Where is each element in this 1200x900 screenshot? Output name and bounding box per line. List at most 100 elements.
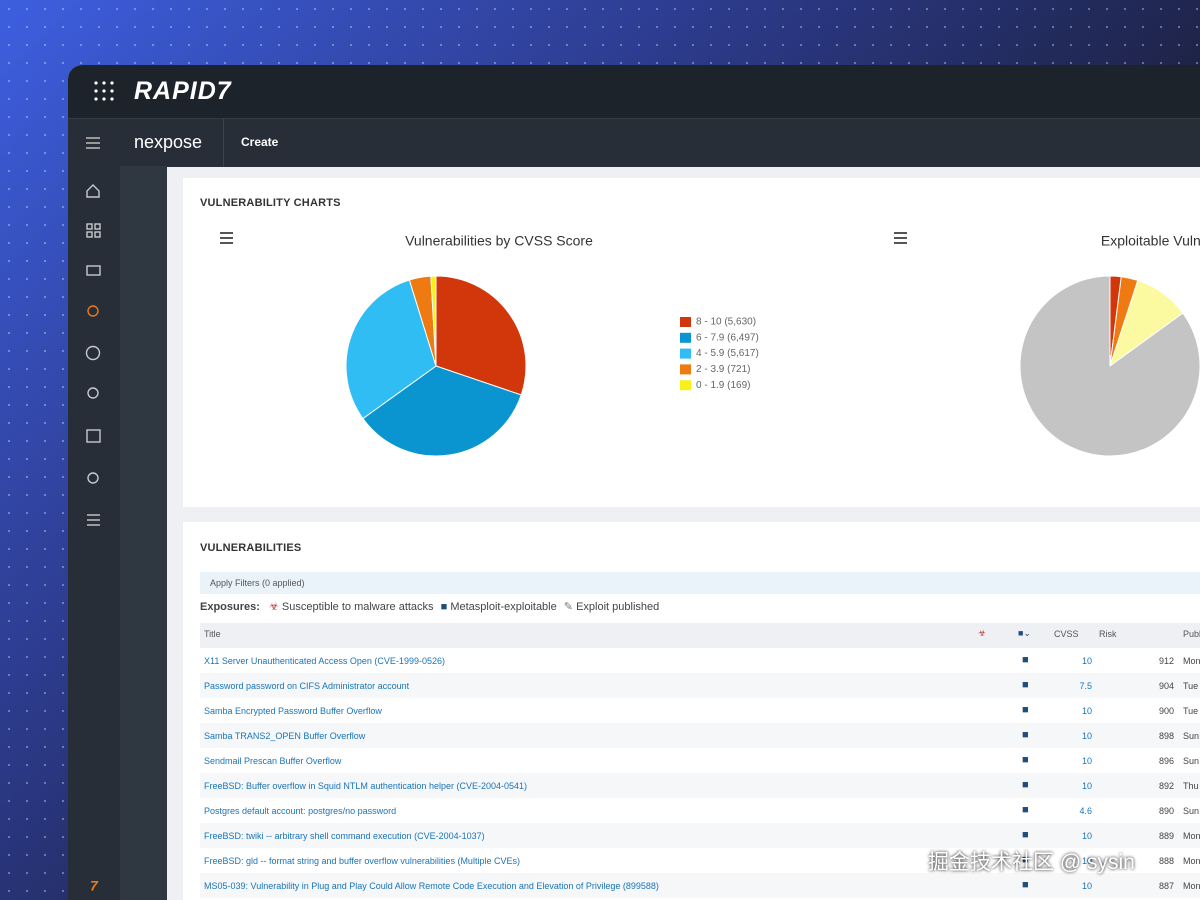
vulnerabilities-icon[interactable] xyxy=(87,305,99,317)
panel-title: VULNERABILITIES xyxy=(200,542,302,554)
column-header[interactable]: Publi xyxy=(1183,629,1200,639)
metasploit-icon: ■ xyxy=(1022,804,1029,816)
legend-swatch xyxy=(680,380,691,391)
vulnerabilities-panel: VULNERABILITIES Apply Filters (0 applied… xyxy=(183,522,1200,900)
chart-menu[interactable] xyxy=(220,232,233,244)
metasploit-icon: ■ xyxy=(1022,679,1029,691)
cvss-score: 4.6 xyxy=(1079,806,1092,816)
top-bar: RAPID7 xyxy=(68,65,1200,118)
dashboard-icon[interactable] xyxy=(86,223,101,238)
legend-swatch xyxy=(680,317,691,327)
column-header[interactable]: CVSS xyxy=(1054,629,1079,639)
metasploit-icon: ■ xyxy=(1022,654,1029,666)
table-row: Samba TRANS2_OPEN Buffer Overflow ■ 10 898 S… xyxy=(200,723,1200,748)
published-date: Mon xyxy=(1183,656,1200,666)
cvss-score: 10 xyxy=(1081,881,1092,891)
pie-slice xyxy=(435,275,527,396)
vulnerability-link[interactable]: Password password on CIFS Administrator … xyxy=(204,681,410,691)
pie-slice xyxy=(345,279,437,420)
sidebar-icons: 7 xyxy=(85,184,101,894)
filter-text[interactable]: Apply Filters (0 applied) xyxy=(210,578,305,588)
published-date: Mon xyxy=(1183,881,1200,891)
policies-icon[interactable] xyxy=(85,345,101,361)
table-row: FreeBSD: gld -- format string and buffer… xyxy=(200,848,1200,873)
brand-logo[interactable]: RAPID7 xyxy=(134,77,232,105)
certificates-icon[interactable] xyxy=(87,387,99,399)
exposure-item: Susceptible to malware attacks xyxy=(281,601,434,613)
vulnerability-link[interactable]: Postgres default account: postgres/no pa… xyxy=(204,806,397,816)
legend-label: 6 - 7.9 (6,497) xyxy=(696,332,759,343)
product-name: nexpose xyxy=(134,132,203,152)
legend-label: 0 - 1.9 (169) xyxy=(696,380,750,391)
metasploit-icon: ■ xyxy=(1022,854,1029,866)
published-date: Sun xyxy=(1183,731,1200,741)
vulnerability-link[interactable]: Samba TRANS2_OPEN Buffer Overflow xyxy=(204,731,366,741)
chart-menu[interactable] xyxy=(894,232,907,244)
risk-score: 892 xyxy=(1158,781,1174,791)
column-header[interactable]: Risk xyxy=(1099,629,1117,639)
footer-logo: 7 xyxy=(90,878,99,894)
risk-score: 904 xyxy=(1158,681,1174,691)
filter-bar[interactable]: Apply Filters (0 applied) xyxy=(200,572,1200,594)
malware-column-icon[interactable]: ☣ xyxy=(978,628,987,638)
published-date: Tue xyxy=(1183,706,1199,716)
cvss-score: 10 xyxy=(1081,781,1092,791)
side-gutter xyxy=(120,166,167,900)
table-header: Title ☣ ■⌄ CVSS Risk Publi xyxy=(200,623,1200,648)
table-row: Password password on CIFS Administrator … xyxy=(200,673,1200,698)
cvss-score: 10 xyxy=(1081,656,1092,666)
menu-icon[interactable] xyxy=(86,137,100,149)
exposures-label: Exposures: xyxy=(200,601,260,613)
reports-icon[interactable] xyxy=(86,429,101,443)
risk-score: 889 xyxy=(1158,831,1174,841)
apps-icon[interactable] xyxy=(94,81,116,103)
table-row: X11 Server Unauthenticated Access Open (… xyxy=(200,648,1200,673)
vulnerability-link[interactable]: Samba Encrypted Password Buffer Overflow xyxy=(204,706,382,716)
app-window: RAPID7 nexpose Create 7 VULNERABILITY CH… xyxy=(68,65,1200,900)
table-row: Postgres default account: postgres/no pa… xyxy=(200,798,1200,823)
watermark: 掘金技术社区 @ sysin xyxy=(928,851,1135,874)
cvss-score: 7.5 xyxy=(1079,681,1092,691)
vulnerability-link[interactable]: X11 Server Unauthenticated Access Open (… xyxy=(204,656,445,666)
pie-slice xyxy=(430,275,437,367)
assets-icon[interactable] xyxy=(86,265,101,276)
vulnerability-link[interactable]: Sendmail Prescan Buffer Overflow xyxy=(204,756,342,766)
vulnerability-link[interactable]: FreeBSD: twiki -- arbitrary shell comman… xyxy=(204,831,485,841)
risk-score: 888 xyxy=(1158,856,1174,866)
panel-title: VULNERABILITY CHARTS xyxy=(200,197,341,209)
create-menu[interactable]: Create xyxy=(241,135,279,149)
charts-panel: VULNERABILITY CHARTS Vulnerabilities by … xyxy=(183,178,1200,507)
vulnerability-link[interactable]: FreeBSD: gld -- format string and buffer… xyxy=(204,856,520,866)
vulnerability-link[interactable]: FreeBSD: Buffer overflow in Squid NTLM a… xyxy=(204,781,527,791)
legend-label: 4 - 5.9 (5,617) xyxy=(696,348,759,359)
risk-score: 890 xyxy=(1158,806,1174,816)
table-row: MS05-039: Vulnerability in Plug and Play… xyxy=(200,873,1200,898)
published-date: Sun xyxy=(1183,756,1200,766)
legend-swatch xyxy=(680,348,691,359)
home-icon[interactable] xyxy=(86,184,100,198)
exposure-item: Exploit published xyxy=(576,601,660,613)
sidebar: 7 xyxy=(68,166,120,900)
cvss-score: 10 xyxy=(1081,731,1092,741)
vulnerability-link[interactable]: MS05-039: Vulnerability in Plug and Play… xyxy=(204,881,659,891)
metasploit-icon: ■ xyxy=(1022,704,1029,716)
table-row: FreeBSD: twiki -- arbitrary shell comman… xyxy=(200,823,1200,848)
column-header[interactable]: Title xyxy=(204,629,221,639)
legend-swatch xyxy=(680,364,691,375)
tags-icon[interactable] xyxy=(87,472,99,484)
legend-swatch xyxy=(680,332,691,343)
published-date: Tue xyxy=(1183,681,1199,691)
risk-score: 896 xyxy=(1158,756,1174,766)
cvss-score: 10 xyxy=(1081,856,1092,866)
published-date: Sun xyxy=(1183,806,1200,816)
metasploit-column-icon[interactable]: ■⌄ xyxy=(1018,628,1031,638)
published-date: Thu xyxy=(1183,781,1199,791)
charts: Vulnerabilities by CVSS Score 8 - 10 (5,6… xyxy=(220,232,1200,457)
legend-label: 2 - 3.9 (721) xyxy=(696,364,750,375)
chart-title: Exploitable Vulnerabiliti xyxy=(1101,233,1200,249)
nav-bar: nexpose Create xyxy=(68,118,1200,167)
list-icon[interactable] xyxy=(87,514,100,526)
pie-slice xyxy=(1019,275,1200,457)
risk-score: 900 xyxy=(1158,706,1174,716)
legend-label: 8 - 10 (5,630) xyxy=(696,317,756,328)
